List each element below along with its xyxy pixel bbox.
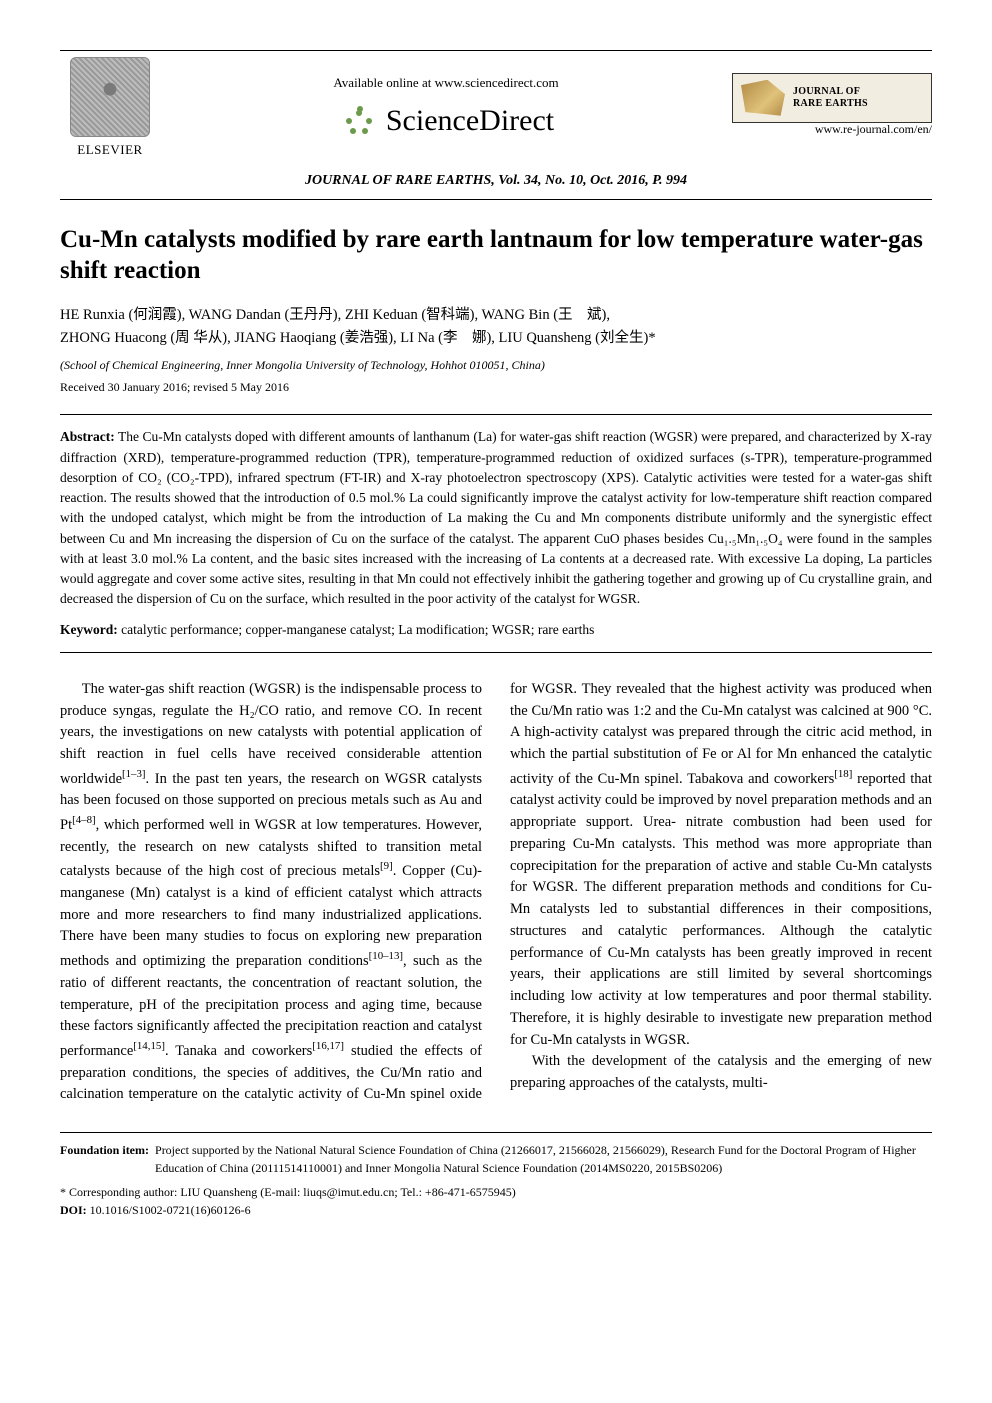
sciencedirect-leaf-icon xyxy=(338,106,376,136)
authors-line2: ZHONG Huacong (周 华从), JIANG Haoqiang (姜浩… xyxy=(60,330,656,346)
abstract-box: Abstract: The Cu-Mn catalysts doped with… xyxy=(60,414,932,653)
keyword-label: Keyword: xyxy=(60,622,118,637)
sciencedirect-text: ScienceDirect xyxy=(386,100,554,142)
journal-box: JOURNAL OF RARE EARTHS xyxy=(732,73,932,123)
keyword-text: catalytic performance; copper-manganese … xyxy=(118,622,595,637)
corresponding-author: * Corresponding author: LIU Quansheng (E… xyxy=(60,1183,932,1201)
footer: Foundation item: Project supported by th… xyxy=(60,1132,932,1219)
journal-box-line1: JOURNAL OF xyxy=(793,86,868,98)
citation-ref: [16,17] xyxy=(312,1040,344,1052)
journal-box-line2: RARE EARTHS xyxy=(793,98,868,110)
doi-label: DOI: xyxy=(60,1203,87,1217)
body-columns: The water-gas shift reaction (WGSR) is t… xyxy=(60,679,932,1106)
body-text: . Tanaka and coworkers xyxy=(165,1043,312,1059)
authors-line1: HE Runxia (何润霞), WANG Dandan (王丹丹), ZHI … xyxy=(60,307,610,323)
header-center: Available online at www.sciencedirect.co… xyxy=(160,74,732,143)
journal-box-text: JOURNAL OF RARE EARTHS xyxy=(793,86,868,110)
body-paragraph-1: The water-gas shift reaction (WGSR) is t… xyxy=(60,679,932,1106)
citation-ref: [18] xyxy=(834,768,852,780)
foundation-text: Project supported by the National Natura… xyxy=(155,1141,932,1177)
foundation-label: Foundation item: xyxy=(60,1141,149,1177)
affiliation: (School of Chemical Engineering, Inner M… xyxy=(60,357,932,374)
doi-line: DOI: 10.1016/S1002-0721(16)60126-6 xyxy=(60,1201,932,1219)
authors: HE Runxia (何润霞), WANG Dandan (王丹丹), ZHI … xyxy=(60,304,932,350)
body-text: reported that catalyst activity could be… xyxy=(510,771,932,1048)
available-online-line: Available online at www.sciencedirect.co… xyxy=(160,74,732,92)
abstract-text: The Cu-Mn catalysts doped with different… xyxy=(60,429,932,606)
citation-ref: [10–13] xyxy=(369,950,403,962)
rare-earths-icon xyxy=(741,80,785,116)
header: ELSEVIER Available online at www.science… xyxy=(60,57,932,159)
top-rule xyxy=(60,50,932,51)
elsevier-tree-icon xyxy=(70,57,150,137)
citation-ref: [9] xyxy=(380,860,393,872)
article-title: Cu-Mn catalysts modified by rare earth l… xyxy=(60,224,932,287)
journal-link[interactable]: www.re-journal.com/en/ xyxy=(732,121,932,138)
received-dates: Received 30 January 2016; revised 5 May … xyxy=(60,379,932,396)
elsevier-name: ELSEVIER xyxy=(60,141,160,159)
abstract-label: Abstract: xyxy=(60,429,115,444)
body-paragraph-2: With the development of the catalysis an… xyxy=(510,1051,932,1095)
elsevier-block: ELSEVIER xyxy=(60,57,160,159)
keyword-paragraph: Keyword: catalytic performance; copper-m… xyxy=(60,620,932,640)
citation-ref: [1–3] xyxy=(122,768,146,780)
journal-citation-line: JOURNAL OF RARE EARTHS, Vol. 34, No. 10,… xyxy=(60,171,932,200)
foundation-item: Foundation item: Project supported by th… xyxy=(60,1141,932,1177)
doi-value: 10.1016/S1002-0721(16)60126-6 xyxy=(87,1203,251,1217)
citation-ref: [4–8] xyxy=(72,814,96,826)
journal-right-block: JOURNAL OF RARE EARTHS www.re-journal.co… xyxy=(732,73,932,144)
citation-ref: [14,15] xyxy=(133,1040,165,1052)
abstract-paragraph: Abstract: The Cu-Mn catalysts doped with… xyxy=(60,427,932,609)
sciencedirect-logo: ScienceDirect xyxy=(338,100,554,142)
